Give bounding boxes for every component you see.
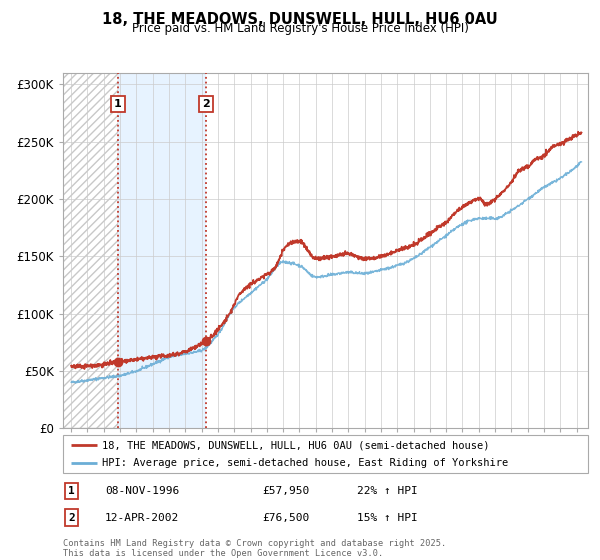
- Text: 2: 2: [202, 99, 210, 109]
- Text: 18, THE MEADOWS, DUNSWELL, HULL, HU6 0AU (semi-detached house): 18, THE MEADOWS, DUNSWELL, HULL, HU6 0AU…: [103, 440, 490, 450]
- Text: HPI: Average price, semi-detached house, East Riding of Yorkshire: HPI: Average price, semi-detached house,…: [103, 458, 509, 468]
- Text: 18, THE MEADOWS, DUNSWELL, HULL, HU6 0AU: 18, THE MEADOWS, DUNSWELL, HULL, HU6 0AU: [102, 12, 498, 27]
- Text: 2: 2: [68, 512, 75, 522]
- Text: 22% ↑ HPI: 22% ↑ HPI: [357, 486, 418, 496]
- Text: Price paid vs. HM Land Registry's House Price Index (HPI): Price paid vs. HM Land Registry's House …: [131, 22, 469, 35]
- FancyBboxPatch shape: [63, 435, 588, 473]
- Text: £76,500: £76,500: [263, 512, 310, 522]
- Bar: [63, 73, 118, 428]
- Text: 1: 1: [114, 99, 122, 109]
- Text: 08-NOV-1996: 08-NOV-1996: [105, 486, 179, 496]
- Text: 12-APR-2002: 12-APR-2002: [105, 512, 179, 522]
- Text: 15% ↑ HPI: 15% ↑ HPI: [357, 512, 418, 522]
- Text: Contains HM Land Registry data © Crown copyright and database right 2025.
This d: Contains HM Land Registry data © Crown c…: [63, 539, 446, 558]
- Bar: [118, 73, 206, 428]
- Text: 1: 1: [68, 486, 75, 496]
- Text: £57,950: £57,950: [263, 486, 310, 496]
